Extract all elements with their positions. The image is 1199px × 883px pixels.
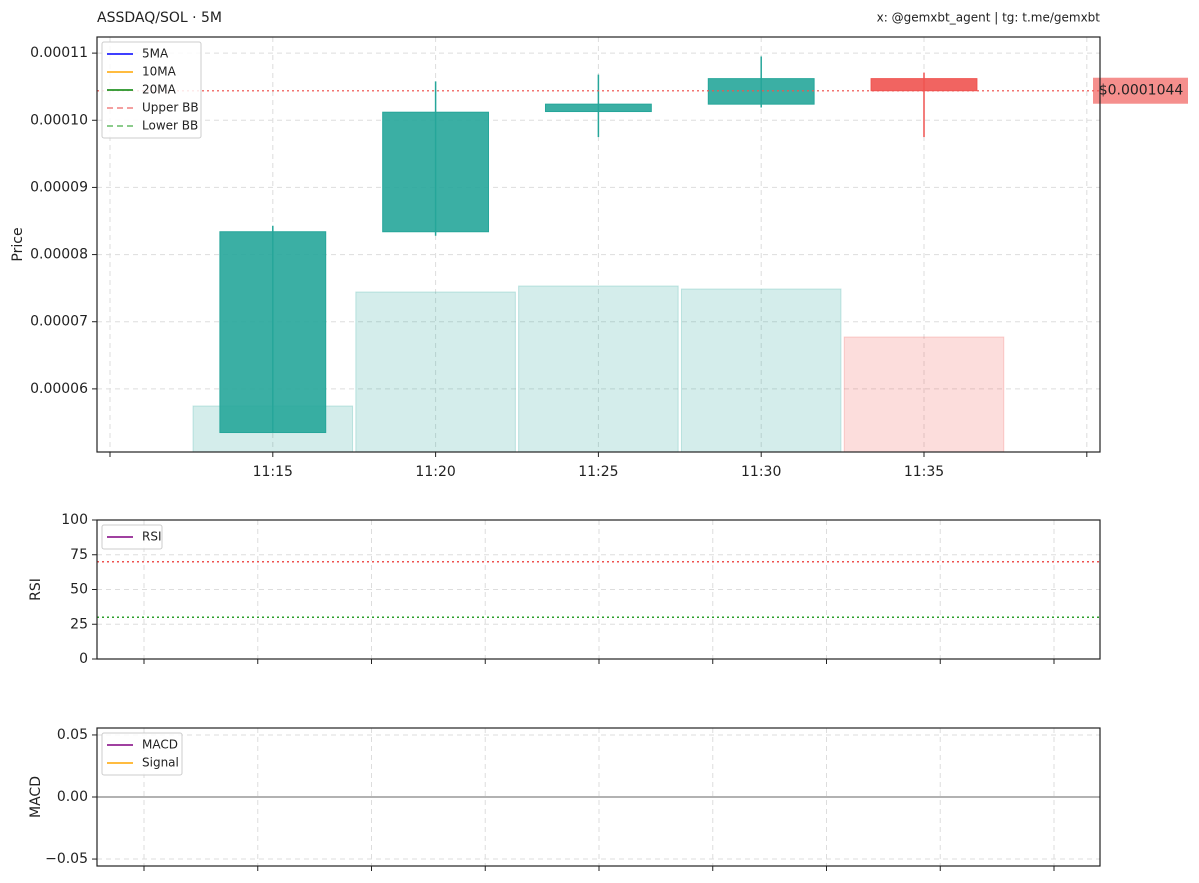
y-axis-label: RSI (28, 578, 44, 601)
volume-bar (518, 285, 679, 453)
plot-frame (96, 519, 1101, 660)
legend-label: 20MA (142, 83, 177, 97)
x-tick-label: 11:15 (253, 464, 293, 480)
y-tick-label: 0 (79, 651, 88, 667)
y-tick-label: 50 (70, 582, 88, 598)
y-tick-label: 0.00007 (30, 314, 88, 330)
candle-body (219, 231, 327, 434)
y-tick-label: 75 (70, 547, 88, 563)
legend-box (101, 732, 183, 776)
price-tag-label: $0.0001044 (1099, 83, 1184, 99)
legend-label: MACD (142, 738, 178, 752)
volume-bar (843, 336, 1005, 453)
price-tag (1093, 77, 1188, 104)
legend-label: 10MA (142, 65, 177, 79)
legend-label: Lower BB (142, 119, 198, 133)
y-tick-label: 0.00010 (30, 112, 88, 128)
x-tick-label: 11:25 (578, 464, 618, 480)
legend-label: Upper BB (142, 101, 199, 115)
candle-body (544, 103, 652, 113)
legend-label: RSI (142, 530, 162, 544)
y-tick-label: 0.00009 (30, 179, 88, 195)
candle-body (870, 78, 978, 92)
y-tick-label: −0.05 (45, 851, 88, 867)
chart-title: ASSDAQ/SOL · 5M (97, 10, 222, 26)
y-tick-label: 0.00008 (30, 247, 88, 263)
legend-box (101, 41, 202, 139)
plot-frame (96, 727, 1101, 867)
y-axis-label: MACD (28, 776, 44, 818)
y-tick-label: 0.00 (57, 789, 88, 805)
plot-frame (96, 36, 1101, 453)
y-tick-label: 0.00006 (30, 381, 88, 397)
y-tick-label: 100 (61, 512, 88, 528)
x-tick-label: 11:30 (741, 464, 781, 480)
subtitle: x: @gemxbt_agent | tg: t.me/gemxbt (877, 11, 1101, 25)
x-tick-label: 11:20 (415, 464, 455, 480)
volume-bar (355, 291, 516, 453)
candle-body (707, 78, 815, 105)
candle-body (382, 111, 490, 233)
legend-label: 5MA (142, 47, 169, 61)
x-tick-label: 11:35 (904, 464, 944, 480)
y-tick-label: 0.00011 (30, 45, 88, 61)
legend-label: Signal (142, 756, 179, 770)
y-tick-label: 0.05 (57, 727, 88, 743)
y-axis-label: Price (10, 227, 26, 261)
volume-bar (680, 288, 842, 453)
y-tick-label: 25 (70, 616, 88, 632)
